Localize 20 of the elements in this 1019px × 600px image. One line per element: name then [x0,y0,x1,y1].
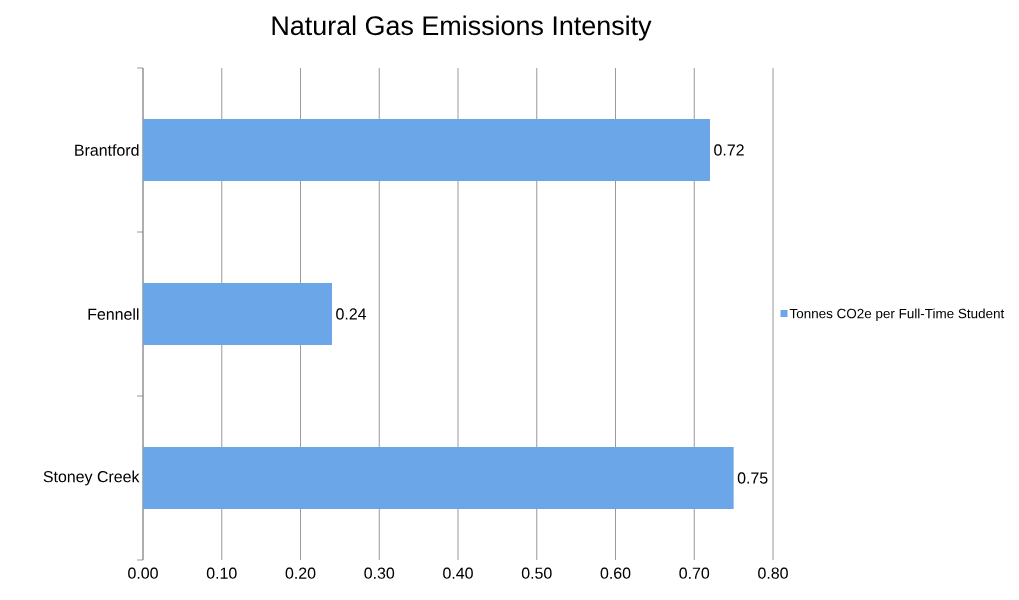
bar [143,119,711,181]
y-tick-label: Stoney Creek [43,470,140,486]
x-tick-label: 0.00 [128,567,158,579]
data-label: 0.72 [714,144,744,156]
x-tick-label: 0.80 [758,567,788,579]
x-tick-label: 0.60 [600,567,631,579]
chart-title: Natural Gas Emissions Intensity [272,15,652,41]
bar [143,283,332,345]
x-tick-label: 0.10 [206,567,237,579]
bar [143,447,734,509]
x-tick-label: 0.20 [285,567,316,579]
x-tick-label: 0.70 [679,567,710,579]
data-label: 0.75 [737,472,768,484]
data-label: 0.24 [336,308,367,320]
x-tick-label: 0.40 [443,567,473,579]
x-tick-label: 0.50 [521,567,552,579]
x-tick-label: 0.30 [364,567,395,579]
y-tick-label: Fennell [88,308,139,320]
y-tick-label: Brantford [75,144,139,156]
legend-label: Tonnes CO2e per Full-Time Student [789,308,1005,321]
